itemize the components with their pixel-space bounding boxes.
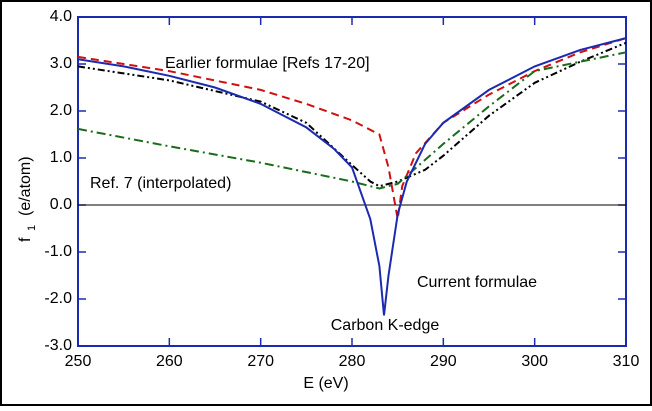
x-tick-label: 310 — [613, 353, 640, 370]
y-label-main: f — [17, 237, 34, 242]
annotation: Current formulae — [417, 274, 537, 291]
annotation: Earlier formulae [Refs 17-20] — [165, 55, 370, 72]
x-tick-label: 260 — [156, 353, 183, 370]
x-tick-label: 250 — [65, 353, 92, 370]
y-tick-label: -2.0 — [44, 290, 72, 307]
series-line — [77, 51, 627, 190]
y-tick-label: 1.0 — [50, 149, 72, 166]
y-tick-label: 4.0 — [50, 8, 72, 25]
series-line — [77, 41, 627, 188]
x-tick-label: 300 — [521, 353, 548, 370]
series-line — [77, 37, 627, 316]
x-tick-label: 280 — [339, 353, 366, 370]
x-tick-label: 270 — [247, 353, 274, 370]
y-axis-label: f 1 (e/atom) — [17, 156, 38, 242]
x-axis-label: E (eV) — [303, 375, 348, 392]
y-tick-label: 0.0 — [50, 196, 72, 213]
y-tick-label: -1.0 — [44, 243, 72, 260]
y-tick-label: 3.0 — [50, 55, 72, 72]
x-tick-label: 290 — [430, 353, 457, 370]
annotation: Ref. 7 (interpolated) — [90, 175, 231, 192]
y-tick-label: 2.0 — [50, 102, 72, 119]
series-line — [77, 37, 627, 220]
y-label-sub: 1 — [26, 225, 38, 231]
y-label-unit: (e/atom) — [17, 156, 34, 216]
y-tick-label: -3.0 — [44, 337, 72, 354]
annotation: Carbon K-edge — [331, 317, 440, 334]
